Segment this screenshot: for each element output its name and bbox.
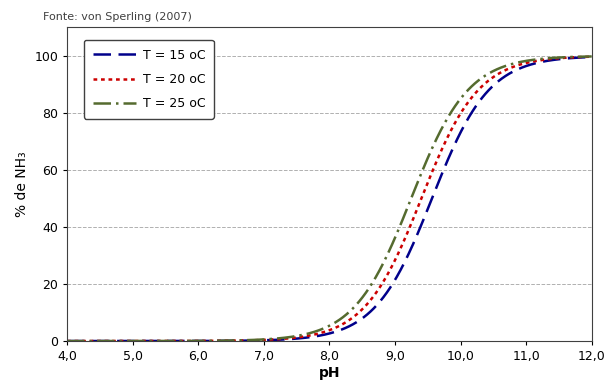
Text: Fonte: von Sperling (2007): Fonte: von Sperling (2007) (43, 12, 192, 22)
T = 15 oC (398, 266, 405, 271)
T = 25 oC (515, 60, 523, 65)
Line: T = 15 oC: T = 15 oC (67, 57, 592, 341)
Y-axis label: % de NH₃: % de NH₃ (15, 151, 29, 217)
T = 15 oC (96, 339, 103, 343)
X-axis label: pH: pH (318, 366, 340, 380)
T = 15 oC (368, 308, 375, 313)
T = 15 oC (63, 339, 71, 343)
T = 20 oC (398, 244, 405, 249)
T = 20 oC (96, 339, 103, 343)
T = 15 oC (382, 292, 389, 297)
T = 15 oC (515, 67, 523, 71)
T = 20 oC (461, 104, 468, 109)
T = 25 oC (96, 339, 103, 343)
T = 20 oC (382, 276, 389, 280)
T = 25 oC (588, 54, 595, 59)
T = 25 oC (461, 91, 468, 96)
T = 15 oC (461, 122, 468, 126)
T = 25 oC (368, 281, 375, 286)
T = 25 oC (382, 256, 389, 261)
Line: T = 20 oC: T = 20 oC (67, 57, 592, 341)
T = 20 oC (515, 63, 523, 67)
Legend: T = 15 oC, T = 20 oC, T = 25 oC: T = 15 oC, T = 20 oC, T = 25 oC (84, 40, 214, 119)
T = 15 oC (588, 54, 595, 59)
T = 25 oC (63, 339, 71, 343)
T = 20 oC (588, 54, 595, 59)
T = 20 oC (368, 296, 375, 301)
Line: T = 25 oC: T = 25 oC (67, 56, 592, 341)
T = 20 oC (63, 339, 71, 343)
T = 25 oC (398, 221, 405, 225)
